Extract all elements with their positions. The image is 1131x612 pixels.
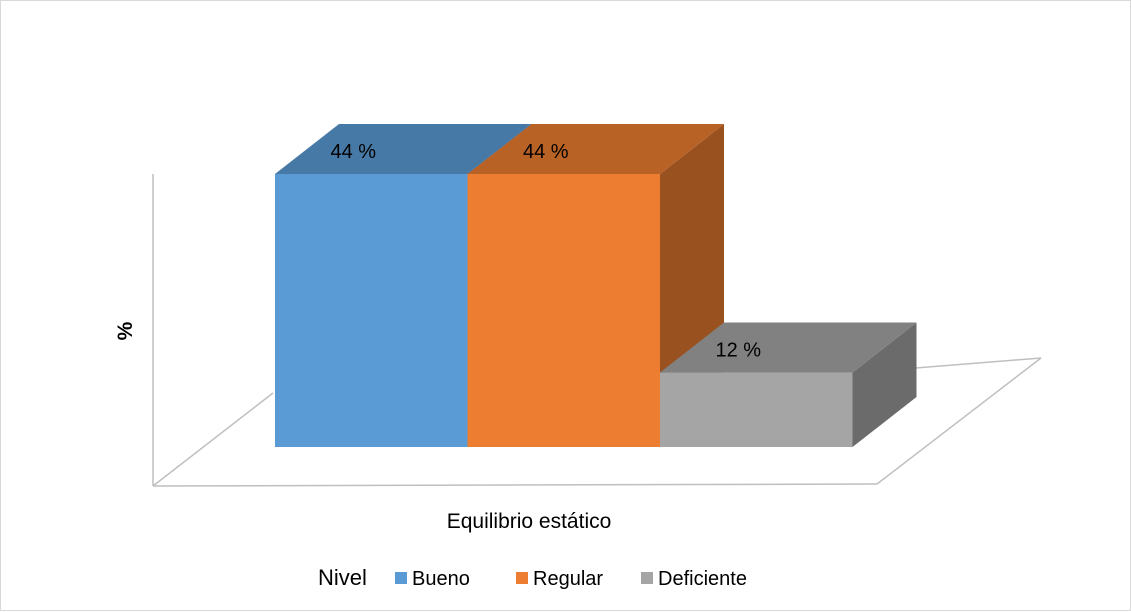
- data-label-bueno: 44 %: [330, 141, 376, 163]
- x-axis-label: Equilibrio estático: [447, 510, 612, 533]
- y-axis-label: %: [114, 321, 137, 340]
- bar-deficiente: [660, 322, 917, 447]
- legend-swatch-deficiente: [641, 572, 653, 584]
- legend-swatch-regular: [516, 572, 528, 584]
- legend-label-bueno: Bueno: [412, 568, 470, 590]
- bars-group: 44 % 44 % 12 %: [275, 124, 917, 447]
- legend: Nivel Bueno Regular Deficiente: [318, 565, 747, 590]
- bar-deficiente-top: [660, 322, 917, 373]
- legend-label-deficiente: Deficiente: [658, 568, 747, 590]
- bar-regular-top: [467, 124, 724, 174]
- bar-bueno-top: [275, 124, 532, 174]
- bar-deficiente-front: [660, 372, 853, 447]
- legend-title: Nivel: [318, 565, 367, 590]
- bar-bueno-front: [275, 174, 468, 447]
- data-label-deficiente: 12 %: [715, 340, 761, 362]
- bar-regular-front: [467, 174, 660, 447]
- bar-regular: [467, 124, 724, 447]
- legend-swatch-bueno: [395, 572, 407, 584]
- bar-deficiente-side: [852, 322, 917, 447]
- floor-left-edge: [152, 392, 274, 487]
- legend-label-regular: Regular: [533, 568, 603, 590]
- floor-right-edge: [876, 357, 1042, 485]
- data-label-regular: 44 %: [523, 141, 569, 163]
- floor-front-edge: [152, 483, 878, 487]
